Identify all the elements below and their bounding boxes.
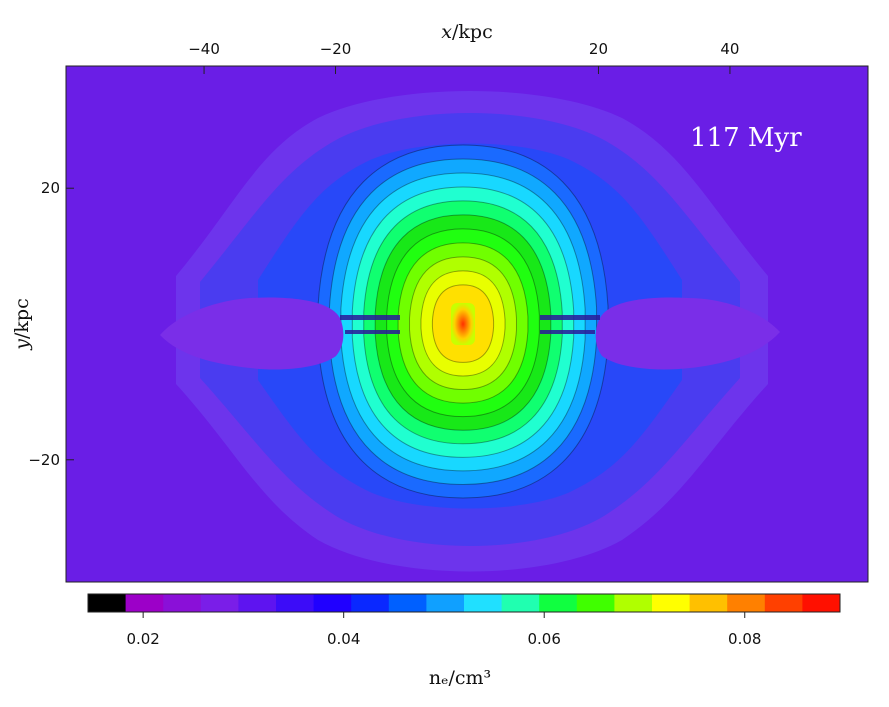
time-annotation: 117 Myr <box>690 123 802 153</box>
colorbar-segment <box>539 594 578 612</box>
colorbar-tick-label: 0.08 <box>728 630 761 648</box>
x-tick-label: 20 <box>589 40 608 58</box>
y-axis-title: y/kpc <box>11 298 33 350</box>
colorbar-segment <box>689 594 728 612</box>
colorbar-segment <box>764 594 803 612</box>
x-tick-label: 40 <box>720 40 739 58</box>
colorbar-segment <box>652 594 691 612</box>
colorbar-segment <box>388 594 427 612</box>
colorbar-tick-label: 0.06 <box>528 630 561 648</box>
central-core <box>451 303 475 345</box>
colorbar-segment <box>464 594 503 612</box>
colorbar-title: nₑ/cm³ <box>429 667 491 689</box>
colorbar-segment <box>238 594 277 612</box>
colorbar-segment <box>88 594 127 612</box>
colorbar-segment <box>501 594 540 612</box>
colorbar-ticks: 0.02 0.04 0.06 0.08 <box>126 612 761 648</box>
colorbar-segment <box>576 594 615 612</box>
colorbar-segment <box>802 594 841 612</box>
colorbar-segment <box>727 594 766 612</box>
colorbar-segment <box>351 594 390 612</box>
y-axis-ticks: 20 −20 <box>28 179 74 469</box>
y-tick-label: −20 <box>28 451 60 469</box>
right-lobe <box>595 297 780 370</box>
colorbar-segment <box>200 594 239 612</box>
colorbar-tick-label: 0.02 <box>126 630 159 648</box>
left-lobe <box>160 297 344 370</box>
colorbar-segment <box>276 594 315 612</box>
x-tick-label: −20 <box>320 40 352 58</box>
colorbar-tick-label: 0.04 <box>327 630 360 648</box>
x-tick-label: −40 <box>188 40 220 58</box>
colorbar <box>88 594 841 612</box>
colorbar-frame <box>87 593 841 613</box>
colorbar-segment <box>313 594 352 612</box>
colorbar-segment <box>163 594 202 612</box>
equatorial-streaks <box>340 315 600 334</box>
colorbar-segment <box>125 594 164 612</box>
y-tick-label: 20 <box>41 179 60 197</box>
x-axis-ticks: −40 −20 20 40 <box>188 40 739 74</box>
plot-frame <box>65 65 869 583</box>
colorbar-segment <box>614 594 653 612</box>
x-axis-title: x/kpc <box>441 21 492 43</box>
colorbar-segment <box>426 594 465 612</box>
density-map <box>66 66 868 582</box>
